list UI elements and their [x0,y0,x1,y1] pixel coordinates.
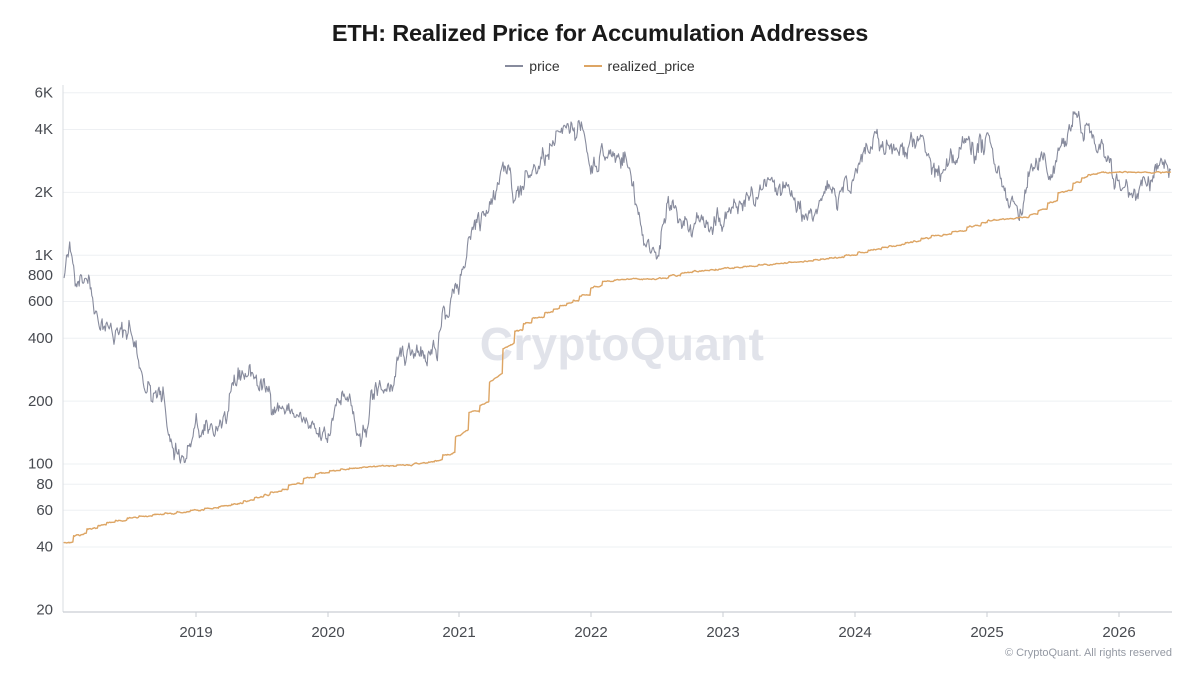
svg-text:80: 80 [36,476,53,493]
svg-text:400: 400 [28,330,53,347]
svg-text:2026: 2026 [1102,624,1135,641]
svg-text:2025: 2025 [970,624,1003,641]
svg-text:100: 100 [28,456,53,473]
svg-text:20: 20 [36,602,53,619]
svg-text:40: 40 [36,539,53,556]
svg-text:4K: 4K [35,121,53,138]
svg-text:2020: 2020 [311,624,344,641]
svg-text:© CryptoQuant. All rights rese: © CryptoQuant. All rights reserved [1005,647,1172,659]
svg-text:2024: 2024 [838,624,871,641]
svg-text:2K: 2K [35,184,53,201]
svg-text:6K: 6K [35,85,53,102]
svg-text:2021: 2021 [442,624,475,641]
svg-text:2023: 2023 [706,624,739,641]
svg-text:60: 60 [36,502,53,519]
svg-text:CryptoQuant: CryptoQuant [480,318,764,370]
svg-text:2019: 2019 [179,624,212,641]
svg-text:2022: 2022 [574,624,607,641]
svg-text:800: 800 [28,267,53,284]
svg-text:200: 200 [28,393,53,410]
svg-text:1K: 1K [35,247,53,264]
svg-text:600: 600 [28,293,53,310]
